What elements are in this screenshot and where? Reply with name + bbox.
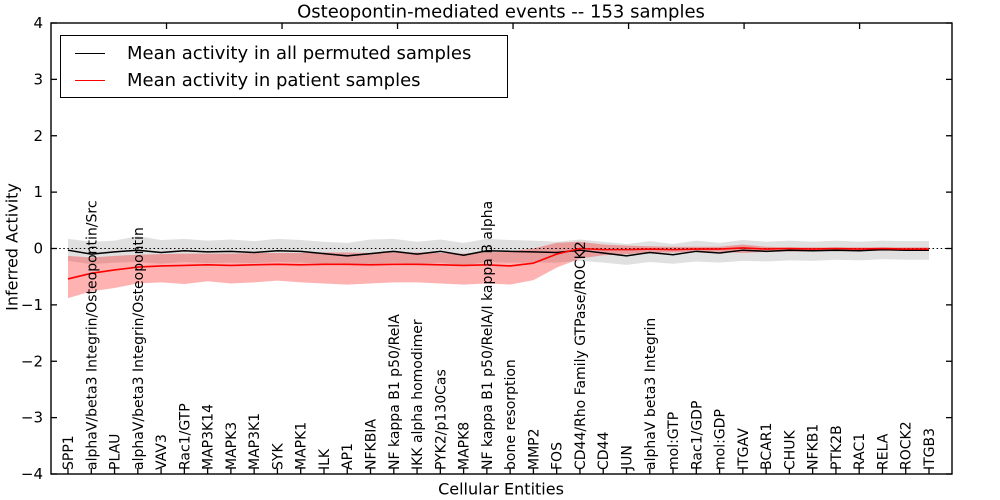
- permuted-mean-line: [67, 248, 929, 257]
- category-label: MAPK8: [457, 422, 473, 470]
- category-label: alphaV/beta3 Integrin/Osteopontin/Src: [84, 200, 100, 470]
- category-label: NFKB1: [806, 424, 822, 470]
- category-label: MAPK3: [224, 422, 240, 470]
- category-label: alphaV beta3 Integrin: [643, 318, 659, 470]
- legend-label-patient: Mean activity in patient samples: [127, 70, 421, 91]
- category-label: Rac1/GTP: [177, 403, 193, 470]
- category-label: Rac1/GDP: [689, 401, 705, 470]
- category-label: FOS: [550, 442, 566, 470]
- y-tick-label: 1: [33, 183, 43, 201]
- category-label: MMP2: [526, 428, 542, 470]
- category-label: RELA: [875, 433, 891, 470]
- category-label: RAC1: [852, 433, 868, 470]
- category-label: PTK2B: [829, 425, 845, 470]
- category-label: NF kappa B1 p50/RelA/I kappa B alpha: [480, 201, 496, 470]
- category-label: JUN: [619, 445, 635, 471]
- y-tick-label: −1: [21, 296, 43, 314]
- patient-mean-line: [67, 247, 929, 280]
- category-label: CD44/Rho Family GTPase/ROCK2: [573, 241, 589, 470]
- legend-entry-patient: Mean activity in patient samples: [75, 67, 507, 94]
- y-tick-label: −4: [21, 465, 43, 483]
- y-tick-label: 0: [33, 240, 43, 258]
- category-label: ITGAV: [736, 428, 752, 470]
- legend-entry-permuted: Mean activity in all permuted samples: [75, 40, 507, 67]
- y-tick-label: −2: [21, 352, 43, 370]
- category-label: IKK alpha homodimer: [410, 319, 426, 470]
- category-label: PYK2/p130Cas: [433, 369, 449, 470]
- patient-activity-range-band: [68, 241, 929, 299]
- y-tick-label: 2: [33, 127, 43, 145]
- legend: Mean activity in all permuted samples Me…: [60, 35, 508, 98]
- category-label: mol:GDP: [713, 409, 729, 470]
- category-label: ROCK2: [899, 421, 915, 470]
- category-label: SYK: [270, 443, 286, 470]
- category-label: CD44: [596, 432, 612, 470]
- legend-label-permuted: Mean activity in all permuted samples: [127, 43, 472, 64]
- category-label: alphaV/beta3 Integrin/Osteopontin: [131, 227, 147, 470]
- y-tick-label: 3: [33, 70, 43, 88]
- patient-line-swatch: [75, 80, 105, 81]
- category-label: BCAR1: [759, 423, 775, 470]
- category-label: bone resorption: [503, 359, 519, 470]
- category-label: SPP1: [61, 435, 77, 470]
- y-tick-label: −3: [21, 409, 43, 427]
- permuted-line-swatch: [75, 53, 105, 54]
- x-axis-label: Cellular Entities: [438, 479, 564, 499]
- category-label: PLAU: [108, 434, 124, 470]
- category-label: CHUK: [782, 429, 798, 470]
- category-label: ITGB3: [922, 428, 938, 470]
- category-label: MAP3K1: [247, 413, 263, 470]
- y-tick-label: 4: [33, 14, 43, 32]
- category-label: MAP3K14: [201, 404, 217, 470]
- y-axis-label: Inferred Activity: [2, 183, 22, 311]
- category-label: mol:GTP: [666, 412, 682, 470]
- chart-title: Osteopontin-mediated events -- 153 sampl…: [297, 1, 705, 23]
- category-label: NFKBIA: [364, 419, 380, 470]
- category-label: VAV3: [154, 434, 170, 470]
- category-label: ILK: [317, 448, 333, 470]
- category-label: NF kappa B1 p50/RelA: [387, 314, 403, 470]
- category-label: MAPK1: [294, 422, 310, 470]
- category-label: AP1: [340, 443, 356, 470]
